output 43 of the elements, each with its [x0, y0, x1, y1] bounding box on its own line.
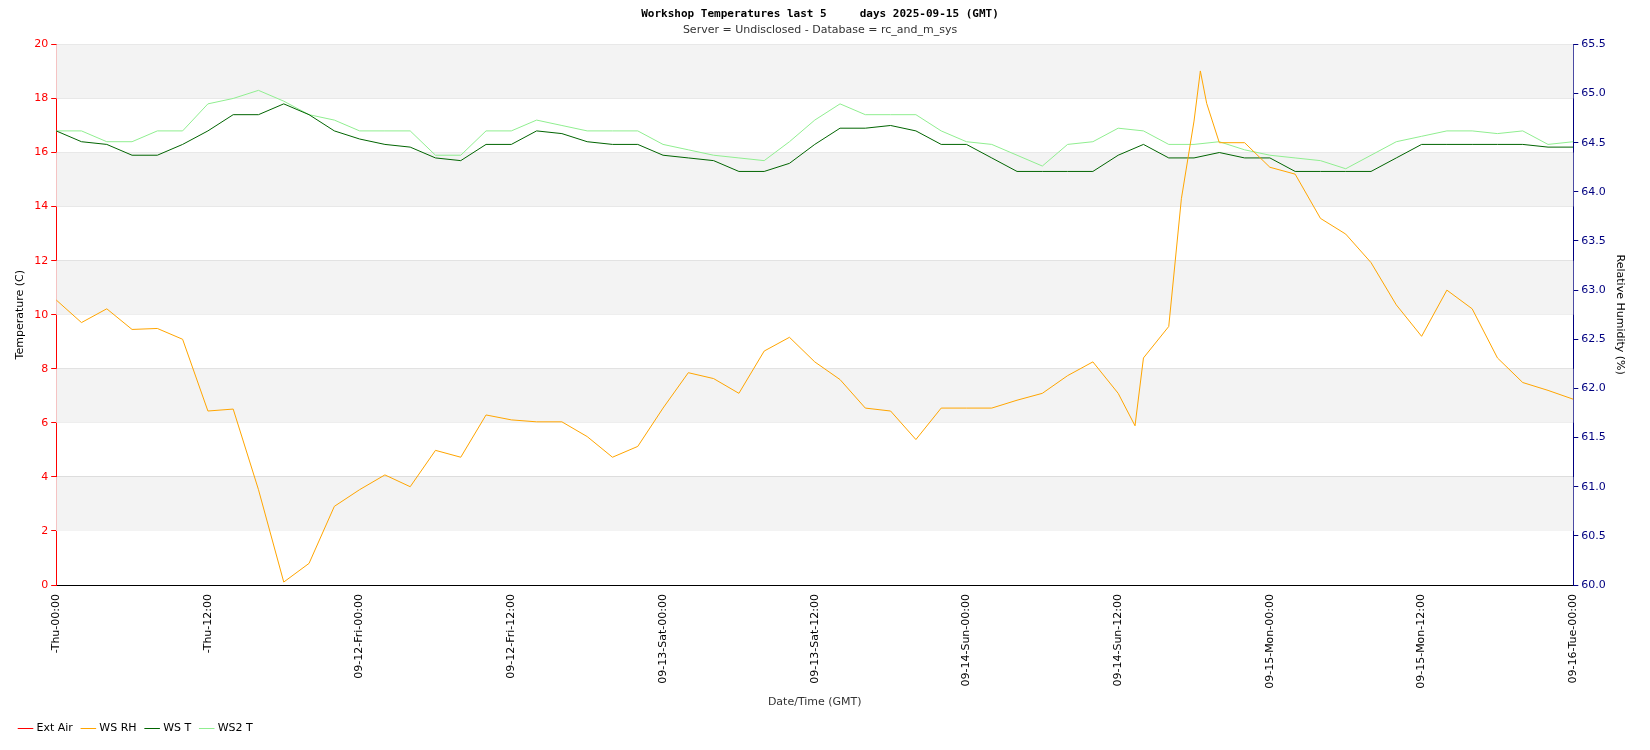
y-tick-label: 0 [41, 577, 49, 591]
x-tick-label: 09-12-Fri-12:00 [504, 594, 518, 679]
y-tick-label: 16 [34, 145, 49, 159]
x-tick-label: 09-15-Mon-12:00 [1414, 594, 1428, 689]
legend-label: WS2 T [217, 721, 254, 735]
x-tick-label: 09-12-Fri-00:00 [352, 594, 366, 679]
y2-tick-label: 64.5 [1581, 135, 1606, 149]
y-tick-label: 18 [34, 91, 49, 105]
x-tick-label: 09-14-Sun-00:00 [959, 594, 973, 687]
legend-label: Ext Air [36, 721, 74, 735]
chart-subtitle: Server = Undisclosed - Database = rc_and_m_sys [682, 22, 958, 36]
y2-tick-label: 62.5 [1581, 332, 1606, 346]
y-tick-label: 6 [41, 415, 49, 429]
x-tick-label: 09-13-Sat-00:00 [655, 594, 669, 684]
y2-axis-title: Relative Humidity (%) [1613, 254, 1627, 375]
x-tick-label: 09-13-Sat-12:00 [807, 594, 821, 684]
y2-tick-label: 61.0 [1581, 479, 1606, 493]
x-axis-title: Date/Time (GMT) [767, 695, 862, 709]
y-axis-title: Temperature (C) [13, 269, 27, 361]
y-tick-label: 12 [34, 253, 49, 267]
legend-label: WS T [163, 721, 192, 735]
y2-tick-label: 61.5 [1581, 430, 1606, 444]
y2-tick-label: 60.5 [1581, 528, 1606, 542]
y2-tick-label: 65.5 [1581, 37, 1606, 51]
y-tick-label: 4 [41, 469, 49, 483]
y2-tick-label: 62.0 [1581, 381, 1606, 395]
legend-label: WS RH [99, 721, 137, 735]
y2-tick-label: 64.0 [1581, 184, 1606, 198]
y-tick-label: 14 [34, 199, 49, 213]
y2-tick-label: 60.0 [1581, 577, 1606, 591]
x-tick-label: -Thu-12:00 [200, 594, 214, 654]
x-tick-label: 09-14-Sun-12:00 [1111, 594, 1125, 687]
y2-tick-label: 65.0 [1581, 86, 1606, 100]
y2-tick-label: 63.0 [1581, 282, 1606, 296]
y2-tick-label: 63.5 [1581, 233, 1606, 247]
y-tick-label: 20 [34, 37, 49, 51]
y-tick-label: 2 [41, 523, 49, 537]
x-tick-label: -Thu-00:00 [49, 594, 63, 654]
x-tick-label: 09-16-Tue-00:00 [1566, 594, 1580, 684]
y-tick-label: 8 [41, 361, 49, 375]
x-tick-label: 09-15-Mon-00:00 [1262, 594, 1276, 689]
y-tick-label: 10 [34, 307, 49, 321]
chart-title: Workshop Temperatures last 5 days 2025-09-15 (GMT) [641, 7, 999, 21]
